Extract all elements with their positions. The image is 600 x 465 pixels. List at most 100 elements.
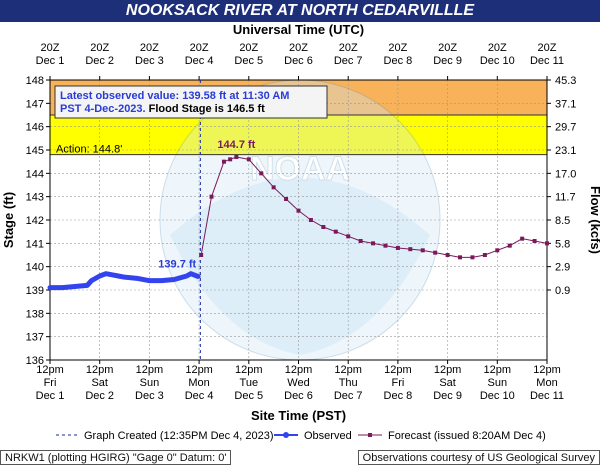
y-tick-label: 148	[26, 75, 44, 87]
forecast-point	[520, 236, 525, 241]
info-date: PST 4-Dec-2023.	[60, 103, 149, 115]
forecast-point	[470, 255, 475, 260]
top-tick-label-date: Dec 9	[433, 55, 462, 67]
flow-tick-label: 29.7	[555, 122, 576, 134]
top-tick-label-time: 20Z	[41, 42, 60, 54]
x-tick-label-date: Dec 3	[135, 390, 164, 402]
right-axis-title: Flow (kcfs)	[588, 186, 600, 254]
forecast-point	[308, 218, 313, 222]
forecast-point	[221, 159, 226, 164]
top-tick-label-time: 20Z	[190, 42, 209, 54]
observed-line	[47, 271, 201, 291]
top-tick-label-date: Dec 2	[85, 55, 114, 67]
forecast-point	[234, 155, 239, 159]
x-tick-label-time: 12pm	[136, 364, 164, 376]
x-tick-label-time: 12pm	[384, 364, 412, 376]
legend-observed-marker	[283, 432, 289, 438]
flow-tick-label: 11.7	[555, 192, 576, 204]
forecast-point	[383, 243, 388, 248]
flow-tick-label: 5.8	[555, 238, 570, 250]
forecast-point	[346, 234, 351, 239]
forecast-point	[408, 247, 413, 252]
top-tick-label-date: Dec 3	[135, 55, 164, 67]
forecast-point	[371, 241, 376, 246]
top-tick-label-time: 20Z	[289, 42, 308, 54]
info-line-2: PST 4-Dec-2023. Flood Stage is 146.5 ft	[60, 103, 265, 115]
x-tick-label-day: Tue	[240, 377, 259, 389]
flow-tick-label: 23.1	[555, 145, 576, 157]
bottom-axis-title: Site Time (PST)	[251, 408, 346, 423]
top-tick-label-time: 20Z	[90, 42, 109, 54]
svg-text:NOAA: NOAA	[250, 150, 350, 188]
top-tick-label-time: 20Z	[488, 42, 507, 54]
top-axis-title: Universal Time (UTC)	[233, 22, 364, 37]
y-tick-label: 144	[26, 168, 44, 180]
x-tick-label-day: Sun	[140, 377, 160, 389]
chart-title: NOOKSACK RIVER AT NORTH CEDARVILLLE	[0, 0, 600, 22]
x-tick-label-time: 12pm	[235, 364, 263, 376]
forecast-point	[296, 208, 301, 213]
flow-tick-label: 8.5	[555, 215, 570, 227]
forecast-point	[271, 185, 276, 190]
peak-forecast-label: 144.7 ft	[217, 139, 255, 151]
footer-datum: NRKW1 (plotting HGIRG) "Gage 0" Datum: 0…	[0, 450, 232, 465]
top-tick-label-time: 20Z	[239, 42, 258, 54]
flow-tick-label: 2.9	[555, 262, 570, 274]
forecast-point	[420, 248, 425, 253]
forecast-line	[200, 156, 548, 258]
footer-source: Observations courtesy of US Geological S…	[357, 450, 600, 465]
forecast-point	[495, 248, 500, 253]
flow-tick-label: 45.3	[555, 75, 576, 87]
top-tick-label-time: 20Z	[339, 42, 358, 54]
top-tick-label-time: 20Z	[438, 42, 457, 54]
x-tick-label-date: Dec 5	[234, 390, 263, 402]
forecast-point	[284, 197, 289, 201]
x-tick-label-date: Dec 6	[284, 390, 313, 402]
legend-observed-label: Observed	[304, 430, 352, 442]
forecast-point	[358, 239, 363, 243]
top-tick-label-date: Dec 6	[284, 55, 313, 67]
top-tick-label-date: Dec 7	[334, 55, 363, 67]
x-tick-label-time: 12pm	[434, 364, 462, 376]
x-tick-label-time: 12pm	[484, 364, 512, 376]
info-flood-stage: Flood Stage is 146.5 ft	[149, 103, 265, 115]
y-tick-label: 138	[26, 308, 44, 320]
flow-tick-label: 37.1	[555, 98, 576, 110]
forecast-point	[458, 255, 463, 260]
x-tick-label-day: Sat	[439, 377, 456, 389]
top-tick-label-time: 20Z	[140, 42, 159, 54]
flow-tick-label: 0.9	[555, 285, 570, 297]
action-stage-label: Action: 144.8'	[56, 144, 122, 156]
x-tick-label-time: 12pm	[334, 364, 362, 376]
x-tick-label-time: 12pm	[86, 364, 114, 376]
x-tick-label-date: Dec 1	[36, 390, 65, 402]
top-tick-label-time: 20Z	[388, 42, 407, 54]
top-tick-label-time: 20Z	[538, 42, 557, 54]
forecast-point	[532, 239, 537, 243]
legend-created-label: Graph Created (12:35PM Dec 4, 2023)	[84, 430, 274, 442]
top-tick-label-date: Dec 11	[530, 55, 564, 67]
y-tick-label: 141	[26, 238, 44, 250]
y-tick-label: 146	[26, 122, 44, 134]
forecast-point	[199, 253, 204, 257]
x-tick-label-date: Dec 7	[334, 390, 363, 402]
x-tick-label-day: Mon	[188, 377, 209, 389]
forecast-point	[321, 225, 326, 229]
legend-forecast-marker	[368, 433, 372, 437]
top-tick-label-date: Dec 5	[234, 55, 263, 67]
forecast-point	[246, 157, 251, 162]
x-tick-label-day: Mon	[536, 377, 557, 389]
info-line-1: Latest observed value: 139.58 ft at 11:3…	[60, 90, 289, 102]
forecast-point	[209, 194, 214, 199]
x-tick-label-date: Dec 4	[185, 390, 214, 402]
y-tick-label: 147	[26, 98, 44, 110]
y-tick-label: 139	[26, 285, 44, 297]
forecast-point	[445, 253, 450, 257]
x-tick-label-day: Wed	[287, 377, 309, 389]
forecast-point	[482, 253, 487, 257]
x-tick-label-date: Dec 2	[85, 390, 114, 402]
forecast-point	[259, 171, 264, 176]
x-tick-label-time: 12pm	[36, 364, 64, 376]
last-observed-label: 139.7 ft	[158, 259, 196, 271]
x-tick-label-day: Sun	[488, 377, 508, 389]
